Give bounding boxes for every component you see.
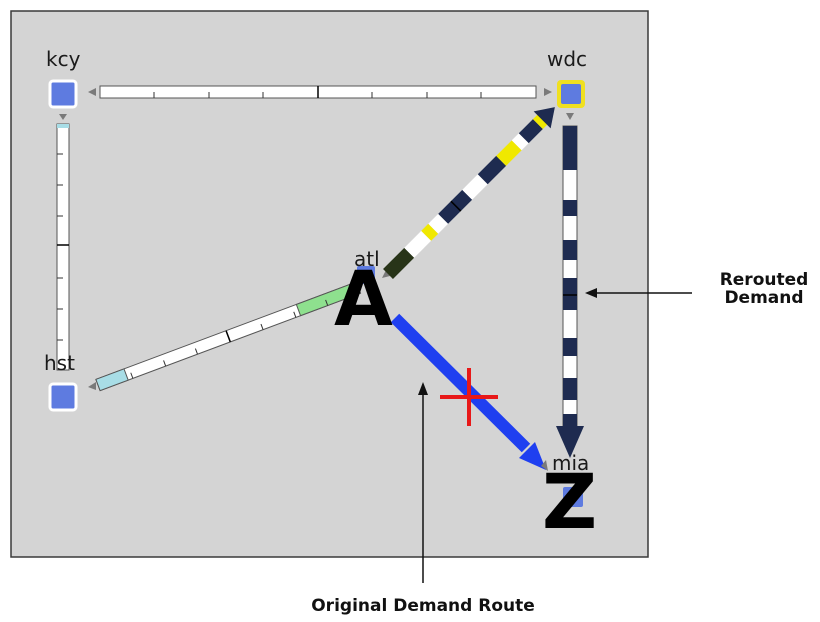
- link-kcy-wdc[interactable]: [88, 85, 552, 99]
- node-wdc-selected[interactable]: wdc: [547, 47, 587, 108]
- node-label-kcy: kcy: [46, 47, 81, 71]
- node-mia[interactable]: Z mia: [542, 451, 597, 546]
- callout-rerouted-line1: Rerouted: [720, 270, 809, 290]
- callout-rerouted-line2: Demand: [724, 288, 803, 308]
- callout-rerouted: Rerouted Demand: [585, 270, 808, 308]
- node-hst[interactable]: hst: [44, 351, 78, 412]
- node-kcy[interactable]: kcy: [46, 47, 81, 109]
- link-atl-mia-original[interactable]: [390, 313, 548, 471]
- link-endpoint-arrow: [544, 88, 552, 96]
- link-endpoint-arrow: [88, 88, 96, 96]
- endpoint-z-label: Z: [542, 457, 597, 546]
- link-kcy-hst[interactable]: [56, 114, 70, 371]
- link-wdc-mia-rerouted[interactable]: [556, 113, 584, 458]
- link-endpoint-arrow: [566, 113, 574, 120]
- link-endpoint-arrow: [382, 270, 390, 278]
- node-label-hst: hst: [44, 351, 75, 375]
- node-label-wdc: wdc: [547, 47, 587, 71]
- link-endpoint-arrow: [88, 382, 96, 390]
- callout-original: Original Demand Route: [311, 382, 535, 616]
- link-hst-atl[interactable]: [88, 281, 362, 392]
- node-label-mia: mia: [552, 451, 589, 475]
- link-atl-wdc-rerouted[interactable]: [380, 99, 564, 283]
- node-label-atl: atl: [354, 247, 380, 271]
- link-endpoint-arrow: [59, 114, 67, 120]
- node-atl[interactable]: A atl: [334, 247, 393, 343]
- endpoint-a-label: A: [334, 254, 393, 343]
- callout-original-text: Original Demand Route: [311, 596, 535, 616]
- link-failure-marker: [440, 368, 498, 426]
